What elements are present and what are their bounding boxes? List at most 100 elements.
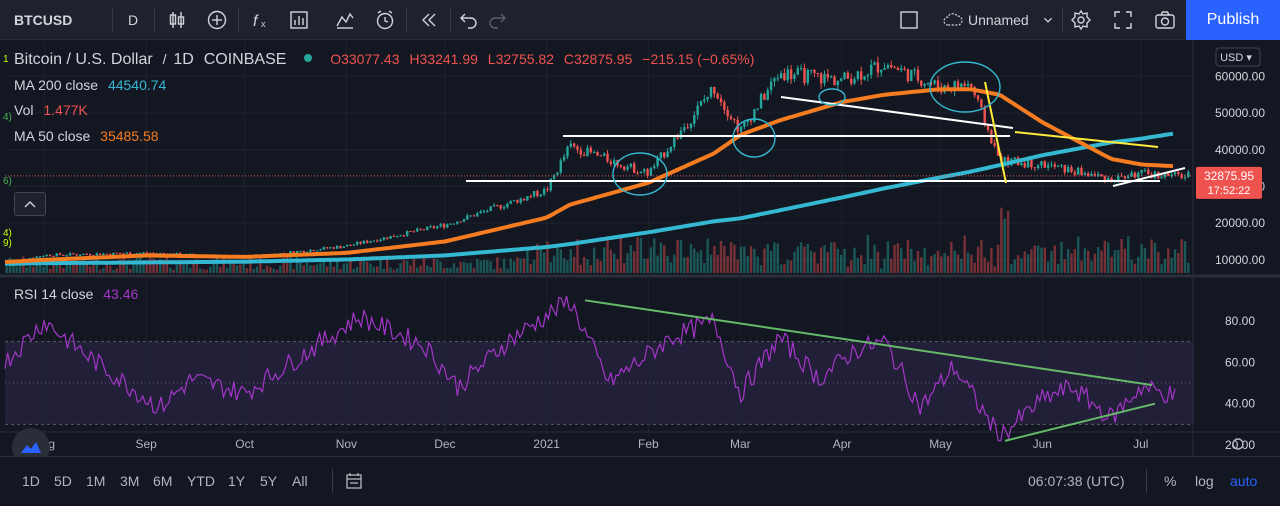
symbol-search-button[interactable]: BTCUSD	[14, 12, 73, 28]
publish-button[interactable]: Publish	[1186, 0, 1280, 40]
volume-bar	[806, 243, 809, 273]
volume-bar	[829, 242, 833, 273]
templates-icon[interactable]	[284, 0, 314, 40]
svg-text:x: x	[261, 19, 266, 29]
volume-bar	[1100, 250, 1103, 273]
candle-body	[419, 228, 422, 230]
replay-icon[interactable]	[414, 0, 444, 40]
volume-bar	[365, 261, 369, 273]
candle-body	[128, 252, 132, 255]
volume-bar	[1107, 242, 1110, 273]
chevron-down-icon[interactable]	[1038, 0, 1058, 40]
candle-body	[159, 253, 162, 255]
range-button-1d[interactable]: 1D	[22, 473, 40, 489]
volume-bar	[980, 239, 983, 273]
candle-body	[1026, 159, 1030, 168]
fullscreen-icon[interactable]	[1108, 0, 1138, 40]
candle-body	[459, 221, 462, 223]
volume-bar	[816, 263, 820, 273]
undo-icon[interactable]	[454, 0, 484, 40]
settings-icon[interactable]	[1066, 0, 1096, 40]
layout-name-label[interactable]: Unnamed	[968, 12, 1029, 28]
volume-bar	[1013, 259, 1016, 273]
range-button-5d[interactable]: 5D	[54, 473, 72, 489]
layout-icon[interactable]	[894, 0, 924, 40]
volume-bar	[843, 248, 846, 273]
volume-bar	[1163, 258, 1167, 273]
volume-bar	[132, 261, 135, 273]
volume-bar	[746, 256, 749, 273]
log-toggle[interactable]: log	[1195, 473, 1214, 489]
candles-icon[interactable]	[162, 0, 192, 40]
range-button-5y[interactable]: 5Y	[260, 473, 278, 489]
market-status-dot	[304, 54, 313, 62]
ma200-legend[interactable]: MA 200 close 44540.74	[14, 77, 172, 93]
price-chart[interactable]: 60000.0050000.0040000.0030000.0020000.00…	[0, 40, 1280, 456]
ma50-legend[interactable]: MA 50 close 35485.58	[14, 128, 165, 144]
candle-body	[426, 226, 429, 230]
volume-bar	[429, 267, 432, 273]
candle-body	[756, 108, 759, 110]
candle-body	[1143, 169, 1147, 171]
percent-toggle[interactable]: %	[1164, 473, 1177, 489]
chart-area[interactable]: 60000.0050000.0040000.0030000.0020000.00…	[0, 40, 1280, 506]
candle-body	[689, 123, 693, 128]
volume-bar	[953, 250, 956, 273]
collapse-legend-button[interactable]	[14, 192, 46, 216]
range-button-6m[interactable]: 6M	[153, 473, 173, 489]
volume-bar	[706, 238, 709, 273]
rsi-legend[interactable]: RSI 14 close 43.46	[14, 286, 144, 302]
date-range-icon[interactable]	[344, 457, 366, 505]
range-button-3m[interactable]: 3M	[120, 473, 140, 489]
volume-bar	[853, 247, 856, 273]
last-price-label: 32875.95	[1204, 169, 1254, 183]
redo-icon[interactable]	[482, 0, 512, 40]
volume-bar	[1086, 250, 1090, 273]
candle-body	[1107, 177, 1110, 182]
chart-style-icon[interactable]	[330, 0, 360, 40]
snapshot-icon[interactable]	[1150, 0, 1180, 40]
volume-bar	[62, 268, 65, 273]
volume-bar	[963, 235, 966, 273]
cloud-icon[interactable]	[938, 0, 968, 40]
range-button-1m[interactable]: 1M	[86, 473, 106, 489]
volume-bar	[42, 266, 45, 273]
add-compare-icon[interactable]	[202, 0, 232, 40]
utc-clock[interactable]: 06:07:38 (UTC)	[1028, 473, 1125, 489]
volume-bar	[569, 249, 572, 273]
volume-legend[interactable]: Vol 1.477K	[14, 102, 94, 118]
volume-bar	[112, 269, 115, 273]
volume-bar	[359, 260, 362, 273]
volume-bar	[679, 239, 683, 273]
rsi-label: RSI 14 close	[14, 286, 94, 302]
volume-bar	[542, 252, 546, 273]
time-tick-label: Oct	[235, 437, 254, 451]
range-button-1y[interactable]: 1Y	[228, 473, 246, 489]
candle-body	[960, 83, 963, 88]
candle-body	[726, 109, 729, 117]
ma50-label: MA 50 close	[14, 128, 91, 144]
volume-bar	[396, 268, 399, 273]
volume-bar	[259, 256, 262, 273]
candle-body	[118, 253, 122, 255]
candle-body	[753, 109, 756, 122]
volume-bar	[1120, 238, 1123, 273]
alert-icon[interactable]	[370, 0, 400, 40]
volume-bar	[1000, 207, 1003, 273]
volume-bar	[78, 264, 82, 273]
volume-bar	[18, 263, 22, 273]
candle-body	[359, 241, 362, 244]
volume-bar	[1056, 263, 1060, 273]
range-button-all[interactable]: All	[292, 473, 308, 489]
candle-body	[1163, 172, 1167, 177]
volume-bar	[229, 260, 232, 273]
candle-body	[562, 156, 566, 161]
vol-value: 1.477K	[43, 102, 88, 118]
volume-bar	[409, 265, 412, 273]
candle-body	[983, 106, 986, 125]
interval-button[interactable]: D	[127, 12, 139, 28]
range-button-ytd[interactable]: YTD	[187, 473, 215, 489]
volume-bar	[1097, 247, 1100, 273]
auto-toggle[interactable]: auto	[1230, 473, 1258, 489]
